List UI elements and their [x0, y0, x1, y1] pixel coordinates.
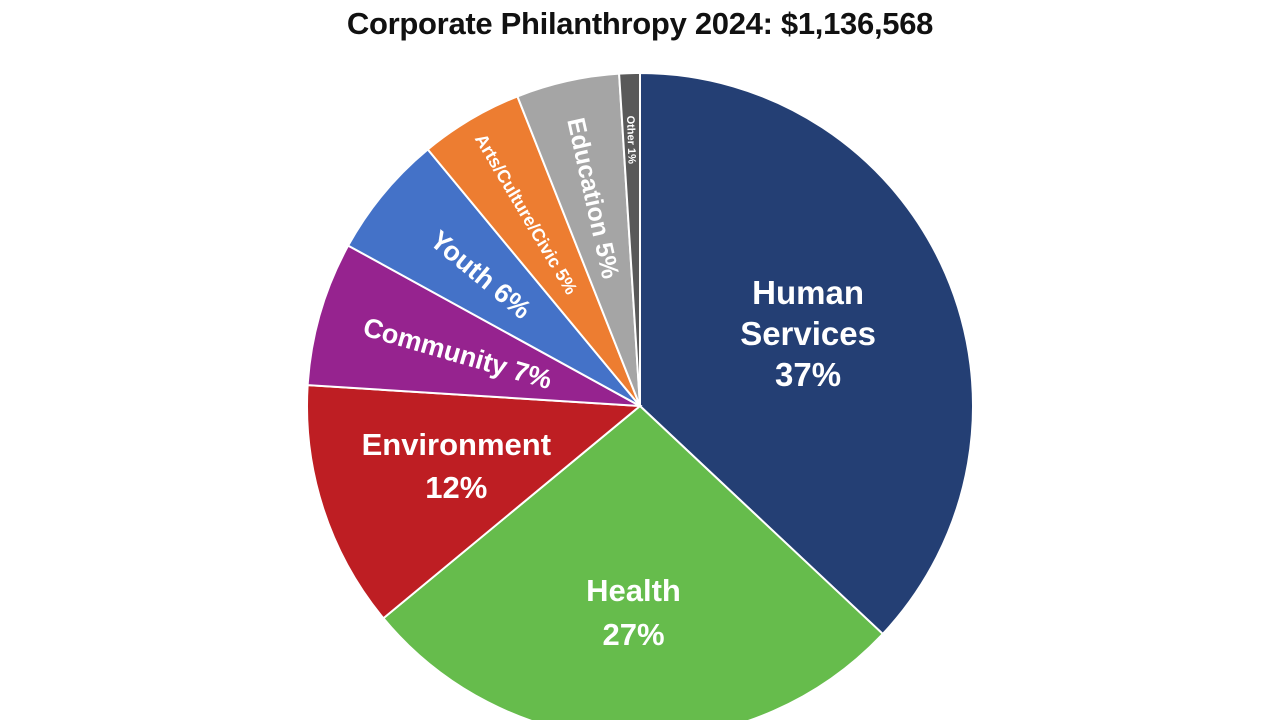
- pie-slice-human-services: [639, 71, 974, 636]
- pie-slice-other: [618, 71, 641, 407]
- pie-slice-youth: [346, 148, 641, 407]
- chart-title: Corporate Philanthropy 2024: $1,136,568: [346, 6, 934, 41]
- pie-slice-community: [306, 244, 641, 407]
- slice-label-other: Other 1%: [624, 115, 638, 164]
- pie-slice-environment: [306, 384, 643, 620]
- pie-slice-health: [382, 404, 885, 720]
- slice-label-environment: Environment 12%: [362, 427, 551, 505]
- slice-label-human-services: Human Services 37%: [740, 274, 876, 393]
- slice-label-health: Health 27%: [586, 573, 681, 652]
